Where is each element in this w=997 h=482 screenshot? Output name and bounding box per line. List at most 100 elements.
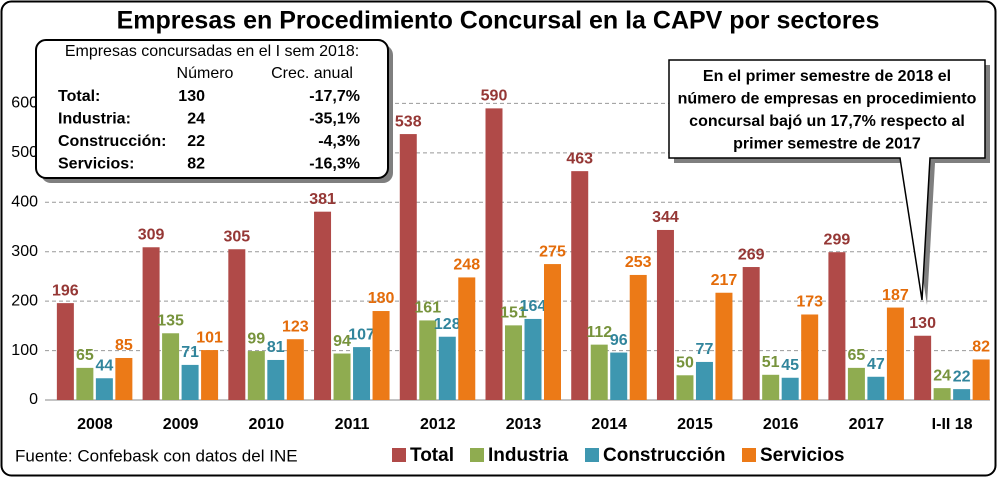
callout-box xyxy=(668,59,986,301)
data-label: 299 xyxy=(824,231,851,248)
data-label: 344 xyxy=(652,209,679,226)
bar xyxy=(76,367,94,400)
annotation: En el primer semestre de 2018 el xyxy=(703,68,951,85)
plot-area: 0100200300400500600200819665448520093091… xyxy=(11,88,990,434)
inset-rows: Total: 130 -17,7% Industria: 24 -35,1% Constru… xyxy=(58,88,360,173)
legend: Total Industria Construcción Servicios xyxy=(392,445,845,466)
data-label: 135 xyxy=(157,312,184,329)
bar xyxy=(419,320,437,400)
inset-growth: -4,3% xyxy=(318,133,360,150)
chart-title: Empresas en Procedimiento Concursal en l… xyxy=(117,7,880,35)
annotation: número de empresas en procedimiento xyxy=(678,91,977,108)
data-label: 81 xyxy=(267,339,285,356)
data-label: 82 xyxy=(972,339,990,356)
bar xyxy=(656,229,674,400)
legend-swatch xyxy=(742,448,756,462)
y-tick-label: 100 xyxy=(11,342,38,359)
inset-growth: -16,3% xyxy=(309,156,360,173)
data-label: 71 xyxy=(181,344,199,361)
inset-header: Número xyxy=(177,65,234,82)
data-label: 22 xyxy=(953,368,971,385)
bar xyxy=(847,367,865,400)
data-label: 77 xyxy=(696,341,714,358)
bar xyxy=(695,361,713,400)
bar xyxy=(676,375,694,400)
data-label: 173 xyxy=(796,294,823,311)
legend-label: Industria xyxy=(488,445,569,466)
legend-label: Servicios xyxy=(760,445,845,466)
inset-number: 130 xyxy=(178,88,205,105)
inset-number: 82 xyxy=(187,156,205,173)
bar xyxy=(142,247,160,400)
bar xyxy=(972,359,990,400)
bar xyxy=(162,333,180,400)
x-tick-label: 2008 xyxy=(77,416,113,433)
data-label: 151 xyxy=(500,305,527,322)
data-label: 24 xyxy=(933,367,951,384)
annotation: primer semestre de 2017 xyxy=(733,136,921,153)
data-label: 96 xyxy=(610,332,628,349)
y-tick-label: 200 xyxy=(11,292,38,309)
data-label: 128 xyxy=(434,316,461,333)
bar xyxy=(267,359,285,400)
bar xyxy=(914,335,932,400)
data-label: 130 xyxy=(909,315,936,332)
bar xyxy=(95,378,113,400)
data-label: 305 xyxy=(223,228,250,245)
inset-growth: -35,1% xyxy=(309,111,360,128)
bar xyxy=(933,388,951,400)
inset-label: Construcción: xyxy=(58,133,166,150)
y-tick-label: 600 xyxy=(11,95,38,112)
x-tick-label: 2013 xyxy=(506,416,542,433)
bar xyxy=(590,344,608,400)
data-label: 50 xyxy=(676,355,694,372)
legend-label: Total xyxy=(410,445,454,466)
bar xyxy=(953,389,971,400)
bar xyxy=(762,374,780,400)
y-tick-label: 300 xyxy=(11,243,38,260)
bar xyxy=(286,339,304,400)
inset-number: 24 xyxy=(187,111,205,128)
data-label: 463 xyxy=(566,150,593,167)
callout: En el primer semestre de 2018 el número d… xyxy=(668,59,990,305)
data-label: 164 xyxy=(520,298,547,315)
bar xyxy=(458,277,476,400)
data-label: 309 xyxy=(138,226,165,243)
data-label: 65 xyxy=(76,347,94,364)
bar xyxy=(781,377,799,400)
data-label: 101 xyxy=(196,329,223,346)
bar xyxy=(314,211,332,400)
x-tick-label: 2016 xyxy=(763,416,799,433)
bar xyxy=(399,134,417,400)
bar xyxy=(201,350,219,400)
data-label: 538 xyxy=(395,113,422,130)
bar xyxy=(333,353,351,400)
data-label: 180 xyxy=(368,290,395,307)
bar xyxy=(886,307,904,400)
inset-box xyxy=(35,39,389,179)
x-tick-label: 2014 xyxy=(591,416,627,433)
data-label: 112 xyxy=(586,324,612,341)
inset-title: Empresas concursadas en el I sem 2018: xyxy=(65,43,359,60)
data-label: 381 xyxy=(309,191,336,208)
annotation: concursal bajó un 17,7% respecto al xyxy=(689,113,965,130)
y-tick-label: 500 xyxy=(11,144,38,161)
data-label: 187 xyxy=(882,287,909,304)
x-tick-label: 2012 xyxy=(420,416,456,433)
inset-growth: -17,7% xyxy=(309,88,360,105)
data-label: 269 xyxy=(738,246,765,263)
bar xyxy=(353,347,371,400)
bar xyxy=(372,311,390,400)
data-label: 107 xyxy=(348,326,375,343)
x-tick-label: 2010 xyxy=(249,416,285,433)
bar xyxy=(505,325,522,400)
callout-text: En el primer semestre de 2018 el número d… xyxy=(678,68,977,153)
data-label: 51 xyxy=(762,354,780,371)
x-tick-label: I-II 18 xyxy=(932,416,973,433)
data-label: 161 xyxy=(414,300,441,317)
data-label: 275 xyxy=(539,243,566,260)
bar xyxy=(485,108,503,400)
legend-swatch xyxy=(470,448,484,462)
bar xyxy=(438,336,456,400)
